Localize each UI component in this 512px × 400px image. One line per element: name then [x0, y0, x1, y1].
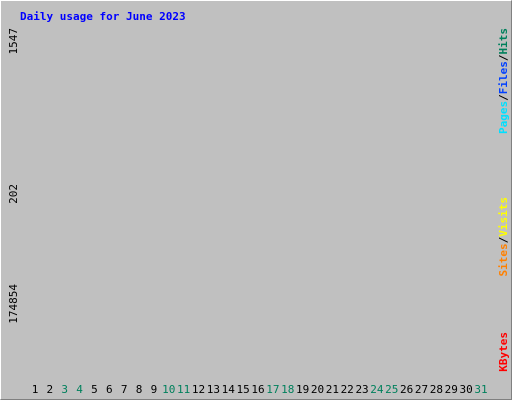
- plot-area: [22, 25, 490, 178]
- x-tick-label: 29: [445, 383, 458, 396]
- x-tick-label: 21: [326, 383, 339, 396]
- legend-entry: Files: [497, 61, 510, 94]
- x-tick-label: 14: [222, 383, 236, 396]
- x-tick-label: 10: [162, 383, 175, 396]
- plot-area: [22, 281, 490, 375]
- x-tick-label: 24: [370, 383, 384, 396]
- legend-entry: Visits: [497, 197, 510, 237]
- x-tick-label: 31: [474, 383, 487, 396]
- legend: Sites/Visits: [497, 197, 510, 277]
- x-tick-label: 19: [296, 383, 309, 396]
- x-tick-label: 11: [177, 383, 190, 396]
- x-tick-label: 8: [136, 383, 143, 396]
- x-tick-label: 18: [281, 383, 294, 396]
- x-tick-label: 5: [91, 383, 98, 396]
- legend-entry: KBytes: [497, 332, 510, 372]
- x-tick-label: 28: [430, 383, 443, 396]
- x-tick-label: 1: [32, 383, 39, 396]
- x-tick-label: 23: [355, 383, 368, 396]
- x-tick-label: 6: [106, 383, 113, 396]
- x-tick-label: 12: [192, 383, 205, 396]
- x-tick-label: 2: [47, 383, 54, 396]
- x-tick-label: 9: [151, 383, 158, 396]
- x-tick-label: 20: [311, 383, 324, 396]
- x-tick-label: 7: [121, 383, 128, 396]
- x-tick-label: 22: [341, 383, 354, 396]
- legend-separator: /: [497, 94, 510, 101]
- x-tick-label: 13: [207, 383, 220, 396]
- legend: Pages/Files/Hits: [497, 28, 510, 134]
- x-tick-label: 26: [400, 383, 413, 396]
- x-tick-label: 30: [460, 383, 473, 396]
- x-tick-label: 17: [266, 383, 279, 396]
- x-tick-label: 15: [237, 383, 250, 396]
- chart-title: Daily usage for June 2023: [20, 10, 186, 23]
- x-tick-label: 16: [251, 383, 264, 396]
- x-tick-label: 3: [61, 383, 68, 396]
- y-tick-label: 202: [7, 184, 20, 204]
- legend-entry: Pages: [497, 101, 510, 134]
- legend-separator: /: [497, 54, 510, 61]
- legend-entry: Sites: [497, 243, 510, 276]
- x-tick-label: 25: [385, 383, 398, 396]
- legend-separator: /: [497, 236, 510, 243]
- x-tick-label: 27: [415, 383, 428, 396]
- x-tick-label: 4: [76, 383, 83, 396]
- y-tick-label: 1547: [7, 28, 20, 55]
- y-tick-label: 174854: [7, 284, 20, 324]
- legend-entry: Hits: [497, 28, 510, 55]
- plot-area: [22, 181, 490, 278]
